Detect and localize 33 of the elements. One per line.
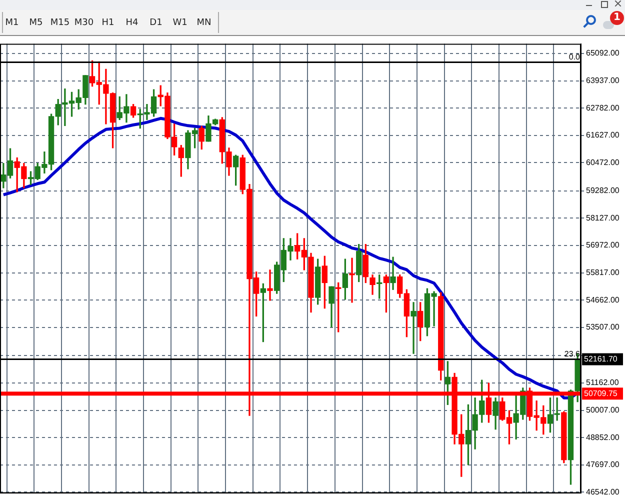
annotation: 23.6: [564, 349, 581, 358]
y-tick-label: 63937.00: [586, 76, 620, 85]
y-tick-label: 59282.00: [586, 186, 620, 196]
y-tick-label: 56972.00: [586, 240, 620, 250]
y-tick-label: 60472.00: [586, 158, 620, 167]
y-tick-label: 53507.00: [586, 322, 620, 332]
text: MN: [196, 17, 212, 30]
text: H1: [100, 17, 116, 30]
candlestick: [390, 256, 396, 290]
y-tick-label: 65092.00: [586, 48, 620, 58]
annotation: 0.0: [568, 52, 581, 62]
ref-line-label: 52161.70: [584, 354, 618, 364]
ref-line-label: 50709.75: [584, 388, 618, 398]
text: W1: [172, 17, 188, 30]
text: M30: [73, 17, 95, 30]
text: D1: [148, 17, 164, 30]
text: H4: [124, 17, 140, 30]
y-tick-label: 55817.00: [586, 268, 620, 278]
y-tick-label: 48852.00: [586, 432, 620, 442]
candlestick: [410, 302, 416, 354]
y-tick-label: 47697.00: [586, 460, 620, 470]
y-tick-label: 62782.00: [586, 103, 620, 112]
candlestick: [267, 270, 273, 301]
text: M1: [4, 17, 20, 30]
y-tick-label: 51162.00: [586, 378, 620, 388]
candlestick: [349, 258, 355, 303]
y-tick-label: 54662.00: [586, 295, 620, 304]
text: M5: [28, 17, 44, 30]
y-tick-label: 50007.00: [586, 405, 620, 414]
y-tick-label: 46542.00: [586, 487, 620, 496]
y-tick-label: 58127.00: [586, 213, 620, 222]
text: M15: [49, 17, 71, 30]
y-tick-label: 61627.00: [586, 130, 620, 140]
